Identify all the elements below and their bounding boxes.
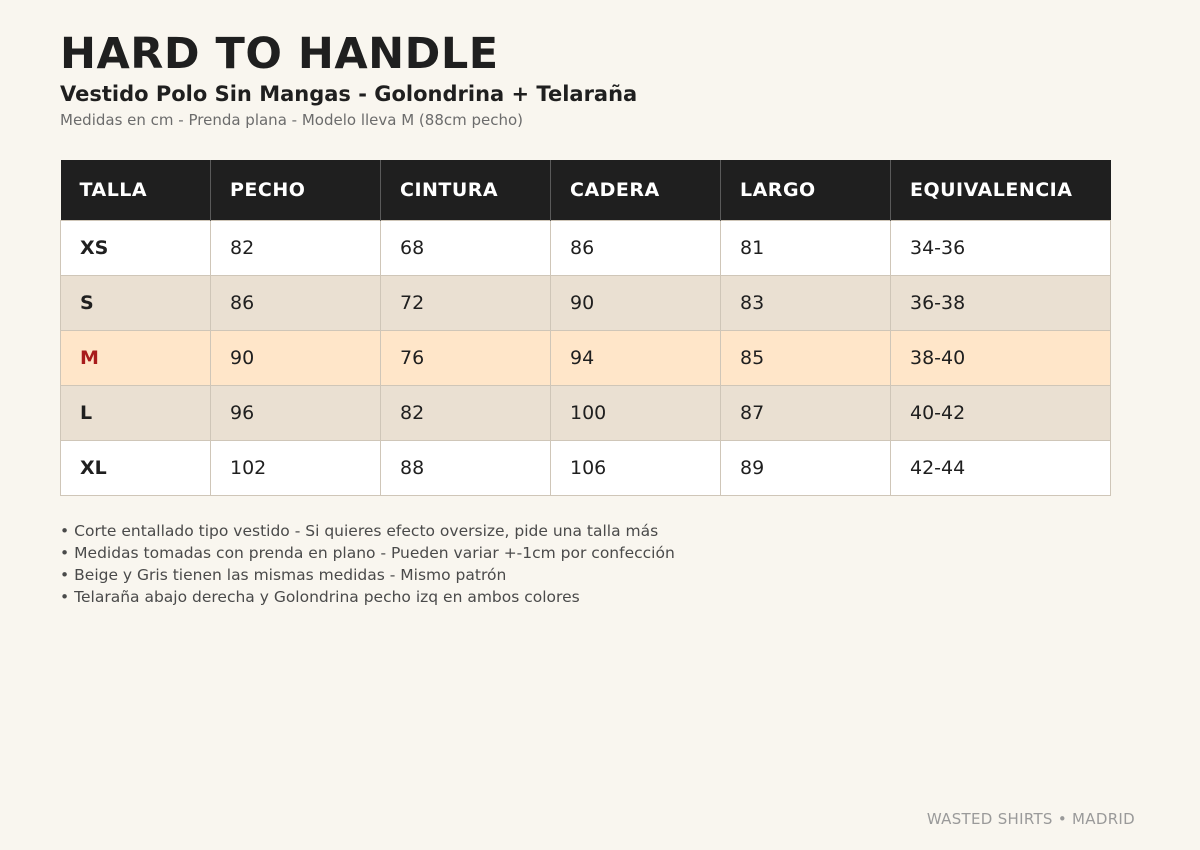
- bullet-icon: •: [60, 566, 70, 584]
- length-value: 83: [720, 275, 891, 331]
- column-header-cintura: CINTURA: [380, 160, 551, 221]
- note-text: Beige y Gris tienen las mismas medidas -…: [74, 566, 507, 584]
- equivalence-value: 34-36: [890, 220, 1111, 276]
- length-value: 85: [720, 330, 891, 386]
- measurement-note: Medidas en cm - Prenda plana - Modelo ll…: [60, 111, 524, 129]
- bullet-icon: •: [60, 544, 70, 562]
- length-value: 89: [720, 440, 891, 496]
- waist-value: 82: [380, 385, 551, 441]
- size-label: L: [60, 385, 211, 441]
- size-chart-table: TALLA PECHO CINTURA CADERA LARGO EQUIVAL…: [60, 160, 1111, 496]
- waist-value: 76: [380, 330, 551, 386]
- chest-value: 102: [210, 440, 381, 496]
- note-text: Telaraña abajo derecha y Golondrina pech…: [74, 588, 580, 606]
- note-text: Medidas tomadas con prenda en plano - Pu…: [74, 544, 675, 562]
- equivalence-value: 42-44: [890, 440, 1111, 496]
- column-header-cadera: CADERA: [550, 160, 721, 221]
- chest-value: 96: [210, 385, 381, 441]
- hip-value: 106: [550, 440, 721, 496]
- size-label: M: [60, 330, 211, 386]
- equivalence-value: 38-40: [890, 330, 1111, 386]
- waist-value: 88: [380, 440, 551, 496]
- table-row: L 96 82 100 87 40-42: [60, 385, 1111, 441]
- table-row: S 86 72 90 83 36-38: [60, 275, 1111, 331]
- size-label: XL: [60, 440, 211, 496]
- length-value: 87: [720, 385, 891, 441]
- size-label: XS: [60, 220, 211, 276]
- table-header-row: TALLA PECHO CINTURA CADERA LARGO EQUIVAL…: [60, 160, 1111, 221]
- brand-title: HARD TO HANDLE: [60, 29, 499, 79]
- column-header-pecho: PECHO: [210, 160, 381, 221]
- hip-value: 100: [550, 385, 721, 441]
- note-item: • Beige y Gris tienen las mismas medidas …: [60, 564, 675, 586]
- chest-value: 86: [210, 275, 381, 331]
- column-header-talla: TALLA: [60, 160, 211, 221]
- chest-value: 82: [210, 220, 381, 276]
- equivalence-value: 36-38: [890, 275, 1111, 331]
- table-row: XS 82 68 86 81 34-36: [60, 220, 1111, 276]
- table-row-highlighted: M 90 76 94 85 38-40: [60, 330, 1111, 386]
- waist-value: 72: [380, 275, 551, 331]
- hip-value: 86: [550, 220, 721, 276]
- notes-list: • Corte entallado tipo vestido - Si quier…: [60, 520, 675, 608]
- hip-value: 90: [550, 275, 721, 331]
- chest-value: 90: [210, 330, 381, 386]
- column-header-largo: LARGO: [720, 160, 891, 221]
- note-item: • Corte entallado tipo vestido - Si quier…: [60, 520, 675, 542]
- length-value: 81: [720, 220, 891, 276]
- note-text: Corte entallado tipo vestido - Si quiere…: [74, 522, 659, 540]
- note-item: • Telaraña abajo derecha y Golondrina pec…: [60, 586, 675, 608]
- bullet-icon: •: [60, 588, 70, 606]
- product-title: Vestido Polo Sin Mangas - Golondrina + T…: [60, 82, 638, 106]
- equivalence-value: 40-42: [890, 385, 1111, 441]
- note-item: • Medidas tomadas con prenda en plano - P…: [60, 542, 675, 564]
- footer-credit: WASTED SHIRTS • MADRID: [926, 810, 1135, 828]
- waist-value: 68: [380, 220, 551, 276]
- size-label: S: [60, 275, 211, 331]
- hip-value: 94: [550, 330, 721, 386]
- column-header-equivalencia: EQUIVALENCIA: [890, 160, 1111, 221]
- table-row: XL 102 88 106 89 42-44: [60, 440, 1111, 496]
- bullet-icon: •: [60, 522, 70, 540]
